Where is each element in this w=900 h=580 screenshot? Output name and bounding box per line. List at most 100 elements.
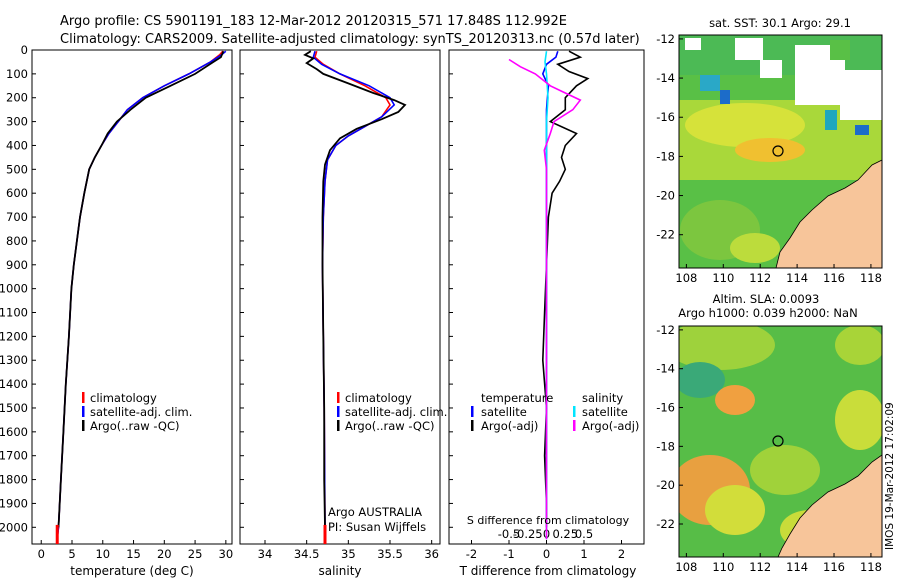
figure-title-line1: Argo profile: CS 5901191_183 12-Mar-2012… <box>60 14 567 29</box>
depth-tick-label: 500 <box>6 162 28 176</box>
map-lon-label: 116 <box>823 271 845 285</box>
sla-map-frame <box>678 325 883 558</box>
depth-tick-label: 900 <box>6 258 28 272</box>
temperature-panel <box>31 49 233 545</box>
s-diff-tick-label: 0.5 <box>575 527 593 541</box>
depth-tick-label: 200 <box>6 91 28 105</box>
legend-climatology: climatology <box>90 391 157 405</box>
map-lat-label: -18 <box>656 439 675 453</box>
sla-low-patch <box>679 362 725 398</box>
sst-land-australia <box>775 159 882 268</box>
legend-satellite-adj: satellite-adj. clim. <box>90 405 192 419</box>
sla-patch <box>835 326 882 365</box>
x-tick-label: 30 <box>219 547 234 561</box>
legend-argo: Argo(..raw -QC) <box>345 419 435 433</box>
sst-cool-pixel <box>855 125 869 135</box>
t-diff-tick-label: 1 <box>580 547 587 561</box>
map-lat-label: -12 <box>656 323 675 337</box>
depth-tick-label: 300 <box>6 115 28 129</box>
map-lon-label: 116 <box>823 560 845 574</box>
x-tick-label: 5 <box>68 547 75 561</box>
t-diff-tick-label: 2 <box>618 547 625 561</box>
depth-tick-label: 100 <box>6 67 28 81</box>
salinity-xlabel: salinity <box>318 564 361 578</box>
depth-tick-label: 1000 <box>0 282 28 296</box>
sst-cloud-gap <box>840 70 882 120</box>
legend-satellite-adj: satellite-adj. clim. <box>345 405 447 419</box>
map-lon-label: 108 <box>675 560 697 574</box>
legend-salinity-heading: salinity <box>582 391 623 405</box>
legend-climatology-swatch <box>82 392 85 403</box>
legend-s-argo: Argo(-adj) <box>582 419 639 433</box>
sst-cloud-gap <box>685 38 701 50</box>
map-lon-label: 112 <box>749 271 771 285</box>
x-tick-label: 0 <box>38 547 45 561</box>
legend-argo-swatch <box>337 420 340 431</box>
map-lat-label: -20 <box>656 478 675 492</box>
legend-temperature-heading: temperature <box>481 391 553 405</box>
map-lat-label: -18 <box>656 149 675 163</box>
sst-warm-patch <box>685 103 805 147</box>
map-lon-label: 118 <box>860 560 882 574</box>
depth-tick-label: 1900 <box>0 496 28 510</box>
sla-map <box>679 326 882 557</box>
map-lat-label: -14 <box>656 71 675 85</box>
diff-line-salinity-argo-adj- <box>508 58 582 540</box>
sla-patch <box>705 485 765 535</box>
sst-cool-pixel <box>720 90 730 104</box>
legend-t-argo: Argo(-adj) <box>481 419 538 433</box>
sst-hot-patch <box>735 138 805 162</box>
map-lon-label: 114 <box>786 560 808 574</box>
map-lon-label: 108 <box>675 271 697 285</box>
salinity-panel <box>239 49 441 545</box>
t-diff-tick-label: -1 <box>503 547 514 561</box>
x-tick-label: 25 <box>188 547 203 561</box>
x-tick-label: 15 <box>126 547 141 561</box>
legend-s-argo-swatch <box>573 420 576 431</box>
x-tick-label: 10 <box>95 547 110 561</box>
depth-tick-label: 400 <box>6 138 28 152</box>
x-tick-label: 35 <box>341 547 356 561</box>
depth-tick-label: 2000 <box>0 520 28 534</box>
sla-patch <box>679 326 775 370</box>
map-lat-label: -16 <box>656 401 675 415</box>
legend-t-argo-swatch <box>471 420 474 431</box>
argo-program-label: Argo AUSTRALIA <box>328 505 422 519</box>
legend-argo: Argo(..raw -QC) <box>90 419 180 433</box>
map-lat-label: -22 <box>656 228 675 242</box>
x-tick-label: 34 <box>258 547 273 561</box>
s-diff-tick-label: 0.25 <box>552 527 578 541</box>
map-lat-label: -12 <box>656 32 675 46</box>
depth-tick-label: 1400 <box>0 377 28 391</box>
sla-map-title: Altim. SLA: 0.0093 <box>713 292 820 306</box>
sst-map-title: sat. SST: 30.1 Argo: 29.1 <box>709 16 851 30</box>
sst-cloud-gap <box>735 38 763 60</box>
sst-cloud-gap <box>760 60 782 78</box>
x-tick-label: 35.5 <box>377 547 403 561</box>
depth-tick-label: 1300 <box>0 353 28 367</box>
legend-satellite-swatch <box>337 406 340 417</box>
figure-title-line2: Climatology: CARS2009. Satellite-adjuste… <box>60 32 640 47</box>
legend-argo-swatch <box>82 420 85 431</box>
t-diff-tick-label: -2 <box>466 547 477 561</box>
s-diff-tick-label: -0.25 <box>513 527 543 541</box>
map-lat-label: -16 <box>656 110 675 124</box>
sla-land-australia <box>777 454 882 557</box>
t-diff-tick-label: 0 <box>543 547 550 561</box>
sla-patch <box>750 445 820 495</box>
x-tick-label: 34.5 <box>294 547 320 561</box>
temperature-legend: climatology satellite-adj. clim. Argo(..… <box>82 391 192 433</box>
depth-tick-label: 800 <box>6 234 28 248</box>
sla-patch <box>835 390 882 450</box>
legend-s-satellite-swatch <box>573 406 576 417</box>
legend-s-satellite: satellite <box>582 405 628 419</box>
map-lat-label: -20 <box>656 189 675 203</box>
x-tick-label: 20 <box>157 547 172 561</box>
map-lon-label: 112 <box>749 560 771 574</box>
depth-tick-label: 1500 <box>0 401 28 415</box>
diff-line-temperature-argo-adj- <box>541 50 590 528</box>
pi-label: PI: Susan Wijffels <box>328 520 426 534</box>
legend-t-satellite-swatch <box>471 406 474 417</box>
sst-map <box>679 35 882 268</box>
depth-tick-label: 0 <box>21 43 28 57</box>
